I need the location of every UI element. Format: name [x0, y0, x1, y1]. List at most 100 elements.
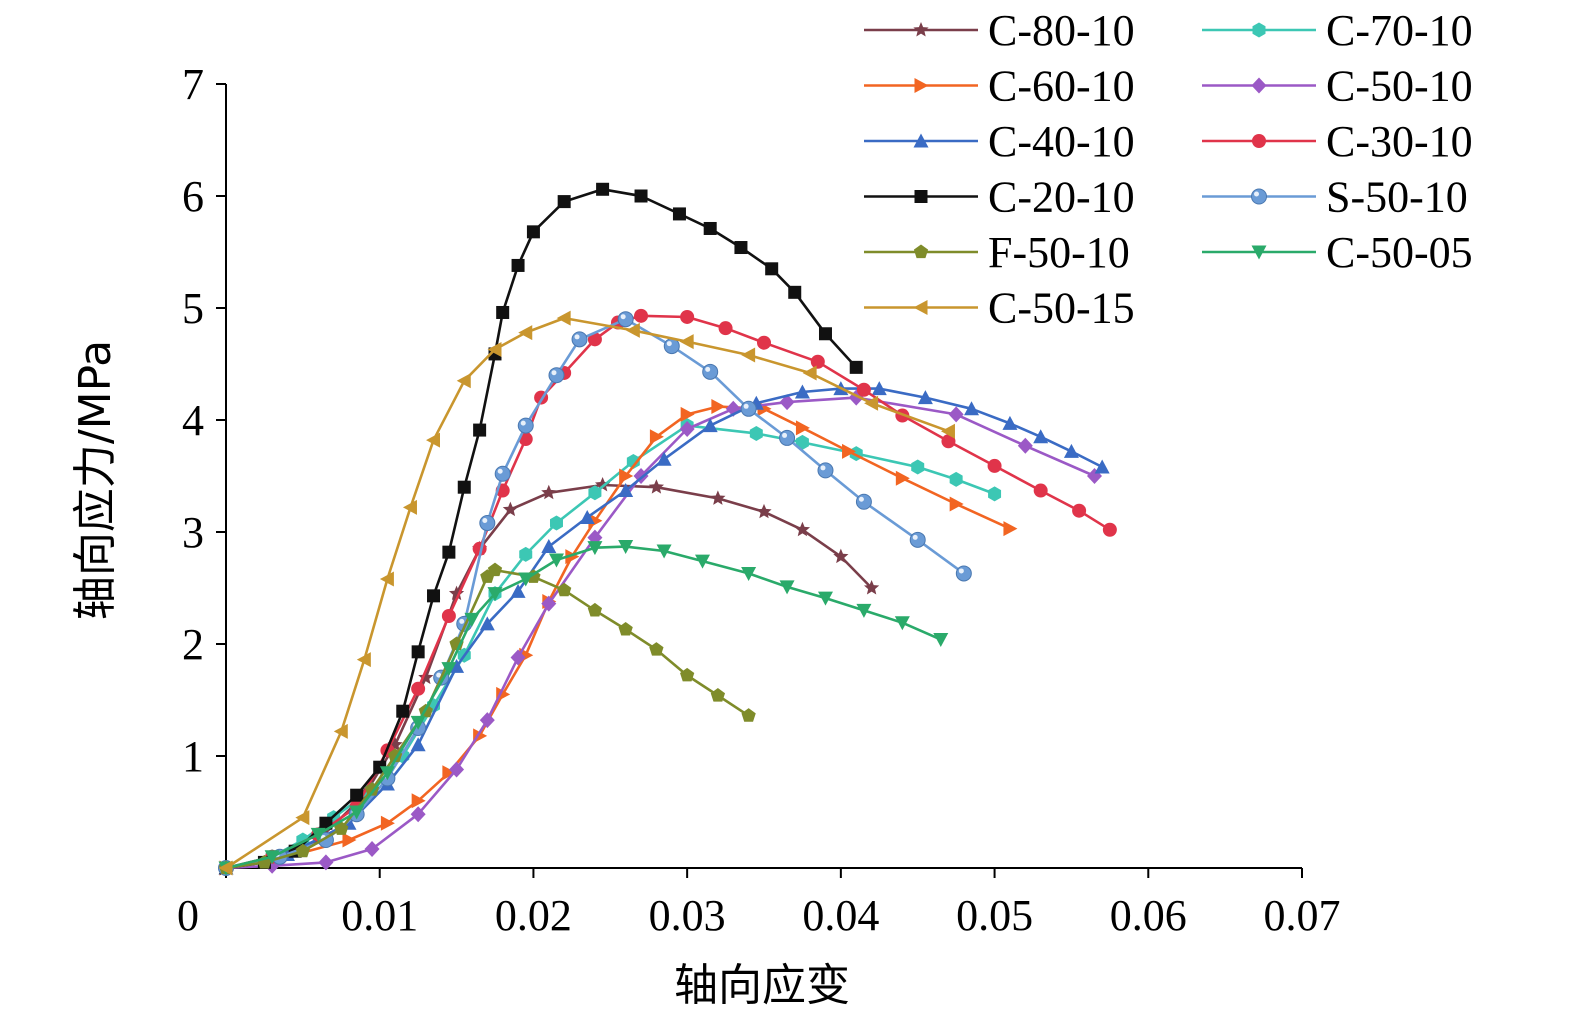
- data-point: [634, 308, 649, 323]
- legend-item: C-50-05: [1202, 228, 1473, 277]
- data-point: [310, 827, 326, 842]
- series-c-50-05: [218, 540, 949, 876]
- data-point: [625, 322, 640, 338]
- data-point: [596, 182, 610, 196]
- data-point: [441, 609, 456, 623]
- data-point: [788, 285, 802, 299]
- data-point: [441, 662, 457, 677]
- x-axis-label: 轴向应变: [674, 960, 850, 1011]
- data-point: [871, 381, 887, 396]
- data-point-highlight: [459, 618, 465, 624]
- data-point: [264, 850, 280, 865]
- data-point: [855, 493, 872, 510]
- data-point: [410, 737, 426, 752]
- legend-label: C-80-10: [988, 6, 1135, 55]
- x-tick-label: 0.06: [1110, 891, 1187, 940]
- data-point: [548, 553, 564, 568]
- data-point: [587, 541, 603, 556]
- data-point: [587, 332, 602, 347]
- series-c-70-10: [219, 418, 1002, 876]
- legend-marker: [1251, 77, 1267, 94]
- data-point: [863, 580, 880, 595]
- data-point: [318, 854, 334, 871]
- data-point: [449, 761, 465, 778]
- data-point: [1102, 522, 1117, 537]
- data-point: [757, 335, 771, 350]
- y-tick-label: 1: [182, 732, 204, 781]
- data-point: [496, 686, 511, 702]
- x-tick-label: 0.04: [802, 891, 879, 940]
- data-point: [1017, 437, 1033, 454]
- data-point: [487, 562, 503, 577]
- data-point: [702, 363, 719, 380]
- data-point: [518, 325, 533, 341]
- data-point: [617, 311, 634, 328]
- data-point: [519, 546, 533, 562]
- data-point: [396, 704, 410, 718]
- data-point-highlight: [958, 568, 964, 574]
- data-point: [442, 545, 456, 559]
- series-line: [225, 188, 858, 870]
- series-c-20-10: [219, 182, 863, 875]
- data-point: [518, 572, 534, 587]
- data-point: [511, 258, 525, 272]
- data-point: [680, 309, 695, 324]
- data-point: [427, 589, 441, 603]
- data-point: [402, 499, 417, 515]
- legend-label: C-50-05: [1326, 228, 1473, 277]
- legend-label: C-40-10: [988, 117, 1135, 166]
- data-point: [541, 484, 557, 500]
- data-point: [496, 305, 510, 319]
- legend-marker: [1251, 245, 1267, 260]
- data-point: [479, 712, 495, 729]
- data-point: [473, 423, 487, 437]
- data-point: [933, 633, 949, 648]
- data-point: [864, 395, 879, 411]
- data-point: [894, 616, 910, 631]
- data-point: [549, 515, 563, 531]
- data-point: [295, 843, 310, 858]
- legend-marker: [1251, 188, 1267, 205]
- data-point: [487, 341, 502, 357]
- data-point-highlight: [743, 403, 749, 409]
- data-point: [856, 603, 872, 618]
- data-point: [949, 471, 963, 487]
- legend-item: S-50-10: [1202, 173, 1468, 222]
- x-tick-label: 0: [177, 891, 199, 940]
- data-point: [765, 262, 779, 276]
- data-point: [702, 418, 718, 433]
- data-point: [319, 816, 333, 830]
- data-point: [410, 806, 426, 823]
- data-point: [364, 840, 380, 857]
- data-point: [802, 365, 817, 381]
- data-point-highlight: [436, 672, 442, 678]
- data-point-highlight: [912, 534, 918, 540]
- data-point: [588, 485, 602, 501]
- data-point: [794, 521, 811, 537]
- data-point-highlight: [858, 496, 864, 502]
- legend-marker: [913, 133, 929, 148]
- data-point: [856, 382, 871, 397]
- data-point: [411, 645, 425, 659]
- x-tick-label: 0.02: [495, 891, 572, 940]
- data-point: [517, 417, 534, 434]
- data-point: [426, 432, 441, 448]
- legend-label: C-60-10: [988, 62, 1135, 111]
- data-point: [710, 490, 726, 505]
- data-point: [380, 815, 395, 831]
- data-point: [718, 321, 733, 336]
- data-point: [442, 765, 457, 781]
- data-point: [909, 531, 926, 548]
- data-point: [941, 434, 956, 449]
- legend-marker: [914, 190, 928, 203]
- data-point: [479, 515, 496, 532]
- data-point: [349, 805, 365, 820]
- data-point: [695, 554, 711, 569]
- data-point-highlight: [551, 370, 557, 376]
- data-point: [648, 479, 665, 494]
- y-tick-label: 6: [182, 172, 204, 221]
- legend-item: C-60-10: [864, 62, 1135, 111]
- y-tick-label: 5: [182, 284, 204, 333]
